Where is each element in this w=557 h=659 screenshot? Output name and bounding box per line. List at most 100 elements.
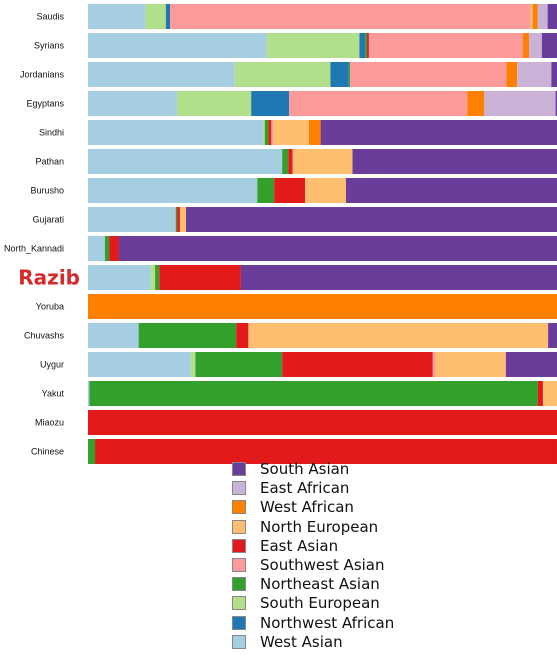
legend-label: Southwest Asian [260, 556, 385, 574]
bar-segment [88, 410, 557, 435]
bar-segment [350, 62, 507, 87]
category-label: Miaozu [35, 418, 64, 428]
legend-label: South Asian [260, 460, 350, 478]
category-label: Yakut [42, 389, 65, 399]
legend-swatch [232, 500, 246, 515]
bar-segment [88, 439, 96, 464]
bar-segment [274, 178, 306, 203]
bar-segment [548, 323, 557, 348]
bar-segment [179, 207, 187, 232]
bar-segment [145, 4, 166, 29]
bar-segment [88, 207, 176, 232]
bar-segment [541, 33, 557, 58]
category-label: Egyptans [26, 99, 64, 109]
bar-segment [432, 352, 436, 377]
bar-segment [348, 62, 351, 87]
legend-swatch [232, 577, 246, 592]
bar-segment [88, 149, 283, 174]
bar-segment [308, 120, 321, 145]
category-label: Syrians [34, 41, 65, 51]
bar-segment [159, 265, 241, 290]
bar-segment [367, 33, 369, 58]
bar-segment [155, 265, 160, 290]
legend-swatch [232, 481, 246, 496]
bar-segment [150, 265, 156, 290]
category-label: Burusho [30, 186, 64, 196]
bar-segment [104, 236, 110, 261]
legend-swatch [232, 462, 246, 476]
category-label: Uygur [40, 360, 64, 370]
bar-segment [506, 62, 518, 87]
category-label: Jordanians [20, 70, 65, 80]
legend-label: Northeast Asian [260, 575, 380, 594]
bar-segment [88, 178, 258, 203]
bar-segment [240, 265, 557, 290]
bar-segment [273, 120, 309, 145]
bar-segment [282, 352, 433, 377]
bar-segment [529, 33, 542, 58]
bar-segment [89, 381, 538, 406]
bar-segment [165, 4, 171, 29]
bar-segment [282, 149, 289, 174]
category-label-highlight: Razib [18, 266, 80, 290]
bar-segment [537, 381, 543, 406]
bar-segment [264, 120, 269, 145]
legend-label: Northwest African [260, 613, 395, 632]
bar-segment [88, 265, 151, 290]
bar-segment [263, 120, 265, 145]
bar-segment [175, 207, 178, 232]
bar-segment [170, 4, 531, 29]
bar-segment [467, 91, 485, 116]
legend-swatch [232, 634, 246, 649]
bar-segment [345, 178, 557, 203]
bar-segment [542, 381, 557, 406]
bar-segment [190, 352, 196, 377]
bar-segment [236, 323, 249, 348]
category-label: Chinese [31, 447, 64, 457]
bar-segment [555, 91, 557, 116]
bar-segment [505, 352, 557, 377]
bar-segment [88, 33, 267, 58]
bar-segment [88, 120, 264, 145]
bar-segment [88, 236, 105, 261]
bar-segment [532, 4, 538, 29]
bar-segment [95, 439, 557, 464]
bar-segment [177, 207, 180, 232]
bar-segment [186, 207, 557, 232]
bar-segment [88, 62, 235, 87]
category-label: North_Kannadi [4, 244, 64, 254]
bar-segment [88, 352, 191, 377]
category-label: Pathan [35, 157, 64, 167]
legend-swatch [232, 615, 246, 630]
bar-segment [537, 4, 548, 29]
category-label: Sindhi [39, 128, 64, 138]
legend-label: West African [260, 498, 354, 517]
bar-segment [289, 91, 468, 116]
bar-segment [547, 4, 557, 29]
legend-label: East Asian [260, 536, 339, 555]
bar-segment [234, 62, 331, 87]
legend-label: North European [260, 517, 379, 536]
bar-segment [88, 323, 139, 348]
bar-segment [551, 62, 557, 87]
bar-segment [522, 33, 530, 58]
category-label: Gujarati [32, 215, 64, 225]
category-label: Yoruba [36, 302, 64, 312]
bar-segment [251, 91, 290, 116]
bar-segment [320, 120, 557, 145]
legend-label: East African [260, 479, 350, 498]
bar-segment [88, 4, 146, 29]
bar-segment [271, 120, 274, 145]
bar-segment [435, 352, 506, 377]
legend-swatch [232, 596, 246, 611]
bar-segment [177, 91, 252, 116]
legend-label: West Asian [260, 632, 343, 651]
bar-segment [109, 236, 119, 261]
legend-label: South European [260, 594, 380, 613]
bar-segment [268, 120, 272, 145]
bar-segment [365, 33, 368, 58]
legend-swatch [232, 558, 246, 572]
bar-segment [530, 4, 533, 29]
bar-segment [517, 62, 552, 87]
category-label: Chuvashs [24, 331, 65, 341]
